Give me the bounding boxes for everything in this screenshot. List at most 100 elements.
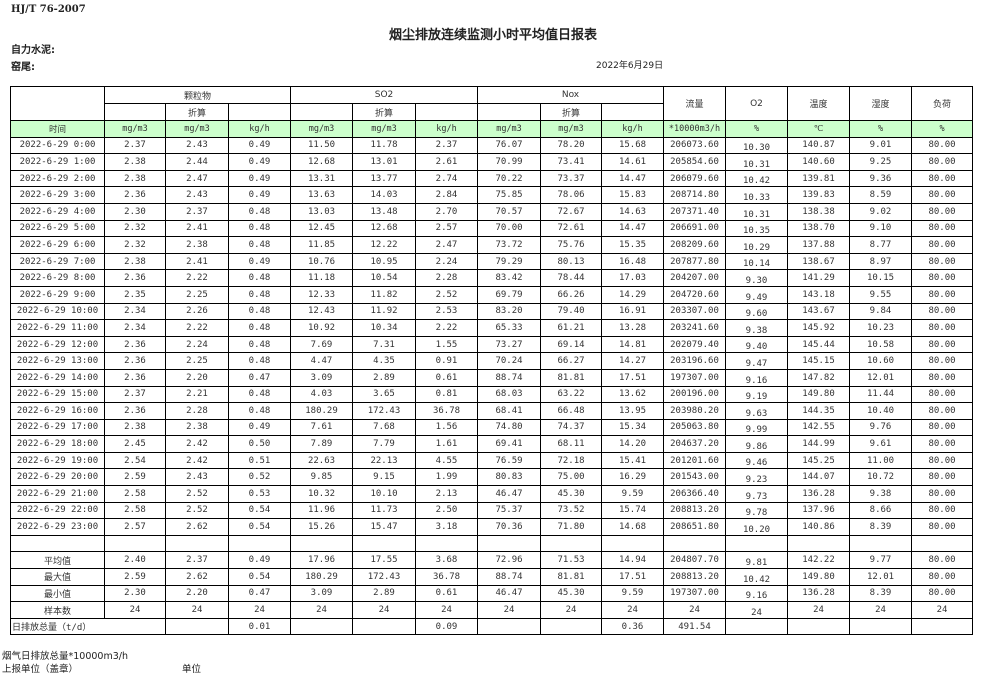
unit-cell: mg/m3 [540,120,602,138]
value-cell: 76.59 [477,451,541,470]
value-cell: 2.38 [165,418,229,437]
summary-value: 180.29 [290,568,353,586]
value-cell: 13.95 [601,402,664,420]
value-cell: 73.72 [477,236,541,254]
time-cell: 2022-6-29 23:00 [10,518,105,536]
value-cell: 9.40 [725,335,788,354]
blank-cell [290,103,353,121]
value-cell: 2.43 [165,468,229,487]
unit-cell: *10000m3/h [663,120,726,138]
value-cell: 11.92 [352,302,416,321]
value-cell: 9.38 [725,319,788,337]
value-cell: 2.38 [104,153,166,171]
value-cell: 2.52 [165,485,229,503]
summary-value: 2.62 [165,568,229,586]
value-cell: 2.28 [415,269,478,287]
value-cell: 9.76 [849,418,912,437]
value-cell: 144.99 [787,435,850,453]
value-cell: 10.92 [290,319,353,337]
value-cell: 10.32 [290,485,353,503]
value-cell: 2.44 [165,153,229,171]
value-cell: 2.32 [104,236,166,254]
value-cell: 13.63 [290,186,353,204]
value-cell: 15.41 [601,451,664,470]
value-cell: 80.00 [911,368,973,387]
value-cell: 80.00 [911,186,973,204]
blank-cell [104,534,166,553]
value-cell: 16.29 [601,468,664,487]
summary-value: 0.54 [228,568,291,586]
value-cell: 15.68 [601,136,664,155]
value-cell: 142.55 [787,418,850,437]
summary-value: 3.09 [290,584,353,603]
value-cell: 2.37 [415,136,478,155]
value-cell: 81.81 [540,368,602,387]
value-cell: 10.76 [290,252,353,271]
value-cell: 2.22 [415,319,478,337]
summary-value: 17.51 [601,568,664,586]
table-row: 2022-6-29 2:00 2.38 2.47 0.49 13.31 13.77 2.74… [10,169,973,188]
blank-cell [477,617,541,636]
table-row: 2022-6-29 4:00 2.30 2.37 0.48 13.03 13.48 2.70… [10,202,973,221]
value-cell: 9.16 [725,368,788,387]
value-cell: 80.00 [911,501,973,520]
value-cell: 11.18 [290,269,353,287]
value-cell: 0.49 [228,252,291,271]
value-cell: 70.57 [477,202,541,221]
value-cell: 80.00 [911,385,973,404]
value-cell: 80.83 [477,468,541,487]
value-cell: 9.46 [725,451,788,470]
value-cell: 14.20 [601,435,664,453]
value-cell: 10.31 [725,202,788,221]
blank-cell [290,534,353,553]
value-cell: 2.43 [165,186,229,204]
value-cell: 203980.20 [663,402,726,420]
summary-value: 9.77 [849,551,912,570]
value-cell: 2.43 [165,136,229,155]
subheader-row: 折算 折算 折算 [11,103,973,121]
value-cell: 145.15 [787,352,850,370]
company-label: 自力水泥: [11,45,55,56]
value-cell: 73.41 [540,153,602,171]
blank-cell [601,103,664,121]
value-cell: 2.52 [165,501,229,520]
value-cell: 80.00 [911,518,973,536]
value-cell: 9.02 [849,202,912,221]
unit-cell: % [911,120,973,138]
so2-daily-total: 0.09 [415,617,478,636]
value-cell: 137.96 [787,501,850,520]
value-cell: 9.99 [725,418,788,437]
value-cell: 0.48 [228,402,291,420]
value-cell: 2.52 [415,285,478,304]
value-cell: 2.22 [165,319,229,337]
value-cell: 80.13 [540,252,602,271]
summary-value: 197307.00 [663,584,726,603]
value-cell: 9.38 [849,485,912,503]
blank-cell [415,534,478,553]
value-cell: 2.28 [165,402,229,420]
value-cell: 12.43 [290,302,353,321]
value-cell: 9.63 [725,402,788,420]
value-cell: 11.73 [352,501,416,520]
summary-value: 12.01 [849,568,912,586]
value-cell: 7.61 [290,418,353,437]
value-cell: 10.30 [725,136,788,155]
unit-row: 时间 mg/m3 mg/m3 kg/h mg/m3 mg/m3 kg/h mg/m3 mg/m3… [10,120,973,138]
value-cell: 80.00 [911,451,973,470]
value-cell: 2.25 [165,352,229,370]
summary-value: 136.28 [787,584,850,603]
summary-value: 71.53 [540,551,602,570]
value-cell: 78.06 [540,186,602,204]
unit-label: 单位 [182,664,202,675]
min-row: 最小值 2.30 2.20 0.47 3.09 2.89 0.61 46.47 45.30 9.5… [10,584,973,603]
value-cell: 78.20 [540,136,602,155]
blank-row [10,534,973,553]
table-row: 2022-6-29 22:00 2.58 2.52 0.54 11.96 11.73 2.5… [10,501,973,520]
table-row: 2022-6-29 13:00 2.36 2.25 0.48 4.47 4.35 0.91 7… [10,352,973,370]
value-cell: 9.55 [849,285,912,304]
summary-value: 24 [725,601,788,619]
value-cell: 76.07 [477,136,541,155]
value-cell: 208714.80 [663,186,726,204]
blank-cell [540,534,602,553]
value-cell: 2.57 [104,518,166,536]
